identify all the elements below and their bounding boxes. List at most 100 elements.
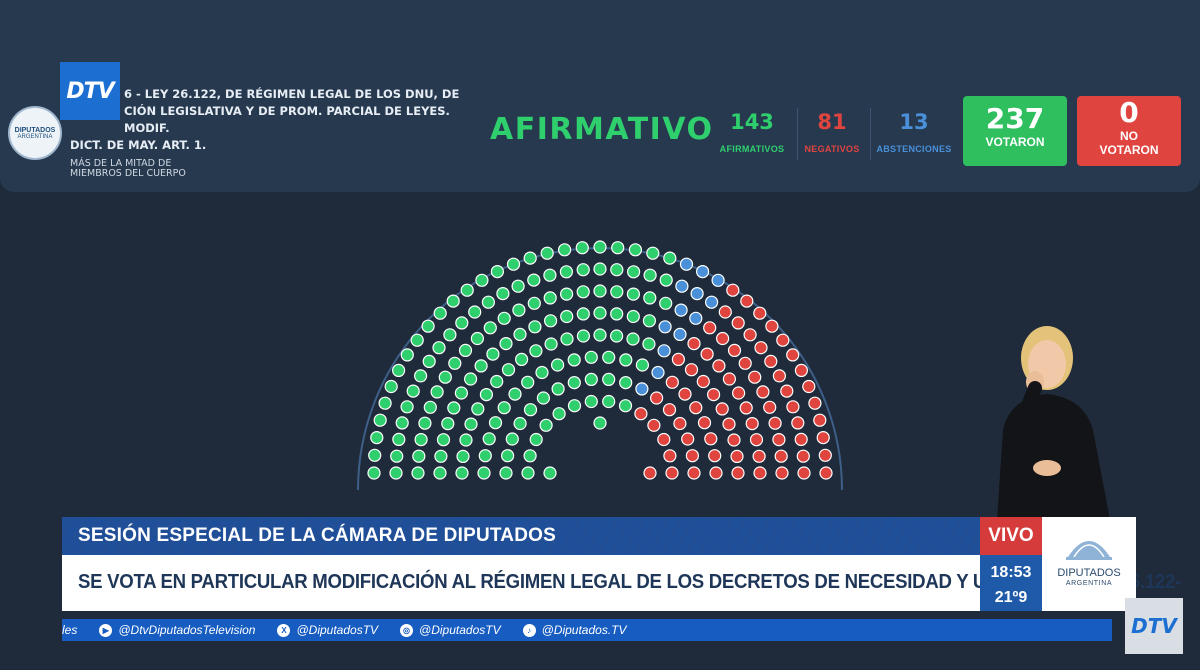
seat bbox=[619, 376, 633, 390]
ticker-item[interactable]: ◎ @DiputadosTV bbox=[400, 623, 501, 637]
afirmativos-label: AFIRMATIVOS bbox=[719, 144, 785, 154]
diputados-seal: DIPUTADOS ARGENTINA bbox=[8, 106, 62, 160]
seat bbox=[551, 382, 565, 396]
live-badge: VIVO bbox=[980, 517, 1042, 555]
seat bbox=[463, 372, 478, 386]
seat bbox=[731, 316, 745, 330]
ticker-handle: @DtvDiputadosTelevision bbox=[118, 623, 256, 637]
seat bbox=[593, 240, 607, 254]
votaron-count: 237 bbox=[985, 102, 1045, 135]
seat bbox=[433, 306, 447, 320]
seat bbox=[739, 401, 753, 415]
seat bbox=[756, 385, 770, 399]
org-country: ARGENTINA bbox=[1065, 580, 1113, 587]
social-ticker: les ▶ @DtvDiputadosTelevision X @Diputad… bbox=[62, 619, 1112, 641]
seat bbox=[715, 402, 729, 416]
session-title: SESIÓN ESPECIAL DE LA CÁMARA DE DIPUTADO… bbox=[78, 525, 556, 546]
abstenciones-tally: 13 ABSTENCIONES bbox=[874, 110, 954, 154]
seat bbox=[593, 306, 607, 320]
seat bbox=[635, 382, 649, 396]
seat bbox=[704, 432, 718, 446]
ticker-handle: @Diputados.TV bbox=[541, 623, 627, 637]
divider bbox=[870, 108, 871, 160]
seat bbox=[400, 348, 414, 362]
seat bbox=[602, 394, 616, 409]
afirmativos-tally: 143 AFIRMATIVOS bbox=[712, 110, 792, 154]
seat bbox=[567, 353, 581, 367]
seat bbox=[552, 407, 566, 421]
seat bbox=[373, 413, 387, 427]
seat bbox=[497, 401, 511, 415]
seat bbox=[395, 416, 409, 430]
seat bbox=[748, 370, 762, 384]
seat bbox=[540, 246, 554, 260]
seat bbox=[527, 273, 541, 287]
majority-line-2: MIEMBROS DEL CUERPO bbox=[70, 168, 186, 179]
seat bbox=[436, 433, 451, 447]
seat bbox=[674, 303, 688, 317]
seat bbox=[689, 311, 703, 325]
seat bbox=[642, 337, 656, 351]
org-name: DIPUTADOS bbox=[1057, 567, 1121, 579]
seat bbox=[576, 307, 590, 321]
seat bbox=[454, 386, 469, 400]
seat bbox=[772, 369, 786, 383]
seat bbox=[712, 359, 726, 373]
seat bbox=[753, 466, 767, 480]
seat bbox=[610, 307, 624, 321]
session-banner: SESIÓN ESPECIAL DE LA CÁMARA DE DIPUTADO… bbox=[62, 517, 980, 555]
ticker-item[interactable]: ♪ @Diputados.TV bbox=[522, 623, 627, 637]
seat bbox=[490, 374, 504, 389]
seat bbox=[659, 296, 673, 310]
seat bbox=[678, 387, 692, 401]
seat bbox=[796, 449, 810, 463]
instagram-icon: ◎ bbox=[400, 623, 414, 637]
seat bbox=[619, 353, 633, 367]
seat bbox=[523, 449, 537, 463]
seat bbox=[486, 347, 500, 361]
seat bbox=[610, 285, 624, 299]
seat bbox=[446, 294, 460, 308]
dtv-logo: DTV bbox=[60, 62, 120, 120]
seat bbox=[611, 241, 625, 255]
seal-subtitle: ARGENTINA bbox=[17, 133, 53, 140]
seat bbox=[673, 327, 687, 341]
seat bbox=[521, 466, 535, 480]
seat bbox=[499, 337, 513, 351]
seat bbox=[593, 328, 607, 342]
seat bbox=[651, 365, 665, 380]
seat bbox=[690, 286, 704, 301]
seat bbox=[780, 384, 794, 398]
seat bbox=[400, 400, 414, 414]
seat bbox=[441, 417, 455, 431]
negativos-label: NEGATIVOS bbox=[804, 144, 860, 154]
seat bbox=[544, 314, 558, 328]
seat bbox=[474, 359, 488, 373]
seat bbox=[471, 402, 485, 416]
abstenciones-label: ABSTENCIONES bbox=[876, 144, 952, 154]
seat bbox=[412, 449, 426, 463]
ticker-item[interactable]: X @DiputadosTV bbox=[277, 623, 378, 637]
seat bbox=[529, 432, 543, 447]
seat bbox=[763, 400, 777, 414]
seat bbox=[665, 375, 679, 389]
seat bbox=[567, 399, 582, 413]
seat bbox=[584, 394, 598, 409]
no-votaron-label-1: NO bbox=[1120, 129, 1138, 143]
seat bbox=[685, 449, 699, 463]
seat bbox=[499, 466, 513, 480]
seat bbox=[482, 432, 496, 446]
seat bbox=[764, 354, 778, 368]
seat bbox=[626, 332, 640, 346]
seat bbox=[496, 286, 510, 301]
seat bbox=[696, 374, 710, 389]
seat bbox=[543, 291, 557, 305]
afirmativos-count: 143 bbox=[730, 110, 774, 134]
seat bbox=[687, 466, 701, 480]
seat bbox=[456, 449, 470, 463]
seat bbox=[602, 350, 616, 364]
seat bbox=[368, 448, 382, 462]
seat bbox=[722, 417, 736, 431]
bill-title-line-1: 6 - LEY 26.122, DE RÉGIMEN LEGAL DE LOS … bbox=[124, 87, 460, 101]
ticker-item[interactable]: ▶ @DtvDiputadosTelevision bbox=[99, 623, 255, 637]
